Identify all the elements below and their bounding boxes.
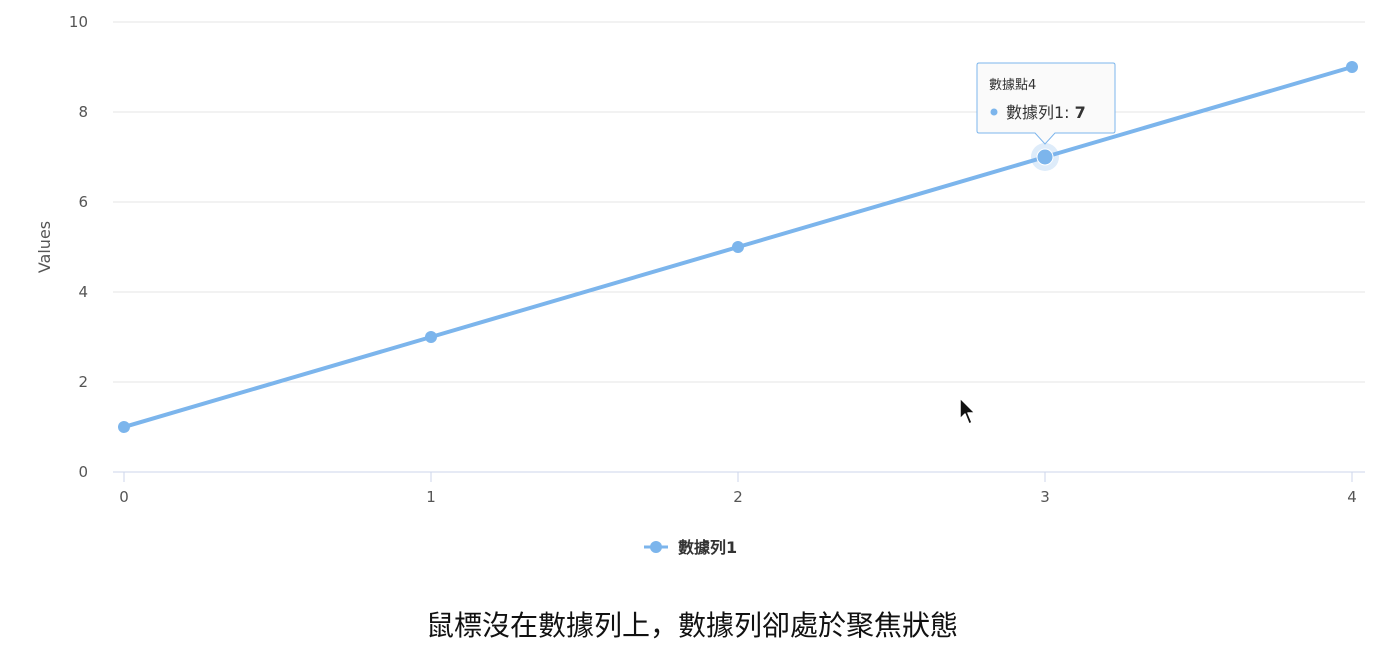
data-point-hovered[interactable] — [1036, 148, 1054, 166]
legend-marker — [650, 541, 662, 553]
tooltip: 數據點4 數據列1: 7 — [976, 62, 1116, 145]
x-axis-ticks: 0 1 2 3 4 — [119, 472, 1357, 506]
x-tick-label: 2 — [733, 488, 743, 506]
x-tick-label: 3 — [1040, 488, 1050, 506]
line-chart: 0 2 4 6 8 10 0 1 2 3 4 Values 數據點4 數據列1: 7 數據列1 — [35, 13, 1365, 557]
y-tick-label: 6 — [78, 193, 88, 211]
x-tick-label: 1 — [426, 488, 436, 506]
tooltip-line: 數據列1: 7 — [1006, 103, 1086, 122]
caption: 鼠標沒在數據列上，數據列卻處於聚焦狀態 — [425, 609, 958, 642]
y-tick-label: 8 — [78, 103, 88, 121]
y-tick-label: 4 — [78, 283, 88, 301]
tooltip-value: 7 — [1075, 103, 1086, 122]
tooltip-series-dot — [990, 108, 998, 116]
data-point[interactable] — [1346, 61, 1358, 73]
x-tick-label: 4 — [1347, 488, 1357, 506]
data-point[interactable] — [425, 331, 437, 343]
tooltip-series-label: 數據列1: — [1006, 103, 1075, 122]
data-point[interactable] — [118, 421, 130, 433]
tooltip-box — [976, 62, 1116, 145]
y-tick-label: 0 — [78, 463, 88, 481]
tooltip-header: 數據點4 — [989, 78, 1036, 93]
y-axis-ticks: 0 2 4 6 8 10 — [69, 13, 88, 481]
y-axis-title: Values — [35, 221, 54, 273]
legend-label: 數據列1 — [678, 538, 737, 557]
data-point[interactable] — [732, 241, 744, 253]
legend[interactable]: 數據列1 — [644, 538, 737, 557]
x-tick-label: 0 — [119, 488, 129, 506]
y-tick-label: 10 — [69, 13, 88, 31]
grid-lines — [113, 21, 1365, 383]
series-group[interactable] — [118, 61, 1358, 433]
mouse-pointer-icon — [959, 397, 976, 425]
y-tick-label: 2 — [78, 373, 88, 391]
